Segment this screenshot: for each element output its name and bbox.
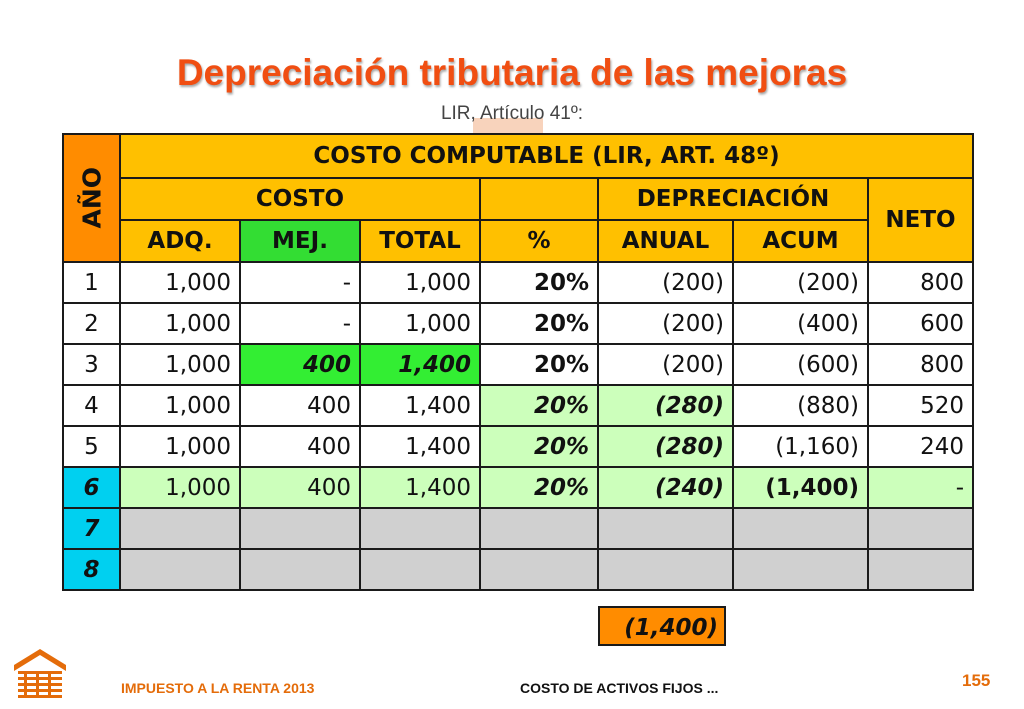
neto-cell [866,548,975,591]
neto-header: NETO [866,177,975,263]
acum-cell: (200) [732,261,869,304]
pct-cell: 20% [479,425,599,468]
neto-cell: 800 [866,343,975,386]
col-total-header: TOTAL [359,219,481,263]
year-cell: 1 [62,261,121,304]
page-number: 155 [962,671,991,690]
pct-cell [479,507,599,550]
col-adq-header: ADQ. [119,219,241,263]
adq-cell: 1,000 [119,302,241,345]
year-cell: 4 [62,384,121,427]
neto-cell: - [866,466,975,509]
adq-cell [119,548,241,591]
mej-cell: - [239,261,361,304]
accent-bar [473,118,543,133]
anual-cell [597,507,734,550]
mej-cell: 400 [239,425,361,468]
neto-cell: 520 [866,384,975,427]
table-row: 7 [62,507,975,550]
total-cell: 1,000 [359,302,481,345]
pct-cell: 20% [479,384,599,427]
year-cell: 8 [62,548,121,591]
table-row: 5 1,000 400 1,400 20% (280) (1,160) 240 [62,425,975,468]
depreciacion-header: DEPRECIACIÓN [597,177,869,221]
year-cell: 5 [62,425,121,468]
pct-cell: 20% [479,261,599,304]
col-anual-header: ANUAL [597,219,734,263]
total-depreciation-box: (1,400) [598,606,726,646]
depreciation-table: AÑO COSTO COMPUTABLE (LIR, ART. 48º) COS… [62,133,975,591]
total-cell: 1,400 [359,384,481,427]
neto-cell: 240 [866,425,975,468]
adq-cell: 1,000 [119,384,241,427]
year-cell: 7 [62,507,121,550]
mej-cell: 400 [239,343,361,386]
anual-cell: (200) [597,343,734,386]
total-cell: 1,400 [359,466,481,509]
footer-course-title: IMPUESTO A LA RENTA 2013 [121,680,315,696]
page-subtitle: LIR, Artículo 41º: [440,103,584,124]
neto-cell: 600 [866,302,975,345]
col-pct-header: % [479,219,599,263]
table-row: 3 1,000 400 1,400 20% (200) (600) 800 [62,343,975,386]
pct-cell: 20% [479,302,599,345]
mej-cell [239,548,361,591]
pct-cell: 20% [479,466,599,509]
neto-cell: 800 [866,261,975,304]
anual-cell: (240) [597,466,734,509]
year-cell: 3 [62,343,121,386]
acum-cell [732,548,869,591]
year-cell: 6 [62,466,121,509]
acum-cell [732,507,869,550]
acum-cell: (880) [732,384,869,427]
acum-cell: (400) [732,302,869,345]
adq-cell: 1,000 [119,261,241,304]
total-cell [359,548,481,591]
anual-cell: (280) [597,425,734,468]
mej-cell: - [239,302,361,345]
anual-cell: (200) [597,261,734,304]
pct-group-header [479,177,599,221]
adq-cell [119,507,241,550]
col-acum-header: ACUM [732,219,869,263]
acum-cell: (600) [732,343,869,386]
total-cell: 1,000 [359,261,481,304]
mej-cell: 400 [239,384,361,427]
adq-cell: 1,000 [119,425,241,468]
anual-cell: (200) [597,302,734,345]
neto-cell [866,507,975,550]
building-logo-icon [14,649,66,698]
page-title: Depreciación tributaria de las mejoras [176,52,848,93]
anual-cell [597,548,734,591]
adq-cell: 1,000 [119,466,241,509]
table-row: 4 1,000 400 1,400 20% (280) (880) 520 [62,384,975,427]
table-row: 6 1,000 400 1,400 20% (240) (1,400) - [62,466,975,509]
year-header: AÑO [62,133,121,263]
footer-section-title: COSTO DE ACTIVOS FIJOS ... [520,680,719,696]
acum-cell: (1,400) [732,466,869,509]
acum-cell: (1,160) [732,425,869,468]
anual-cell: (280) [597,384,734,427]
adq-cell: 1,000 [119,343,241,386]
costo-computable-header: COSTO COMPUTABLE (LIR, ART. 48º) [118,133,975,179]
table-row: 2 1,000 - 1,000 20% (200) (400) 600 [62,302,975,345]
year-cell: 2 [62,302,121,345]
table-row: 1 1,000 - 1,000 20% (200) (200) 800 [62,261,975,304]
table-row: 8 [62,548,975,591]
pct-cell: 20% [479,343,599,386]
costo-header: COSTO [119,177,481,221]
total-cell: 1,400 [359,425,481,468]
pct-cell [479,548,599,591]
mej-cell [239,507,361,550]
total-cell [359,507,481,550]
col-mej-header: MEJ. [239,219,361,263]
mej-cell: 400 [239,466,361,509]
total-cell: 1,400 [359,343,481,386]
